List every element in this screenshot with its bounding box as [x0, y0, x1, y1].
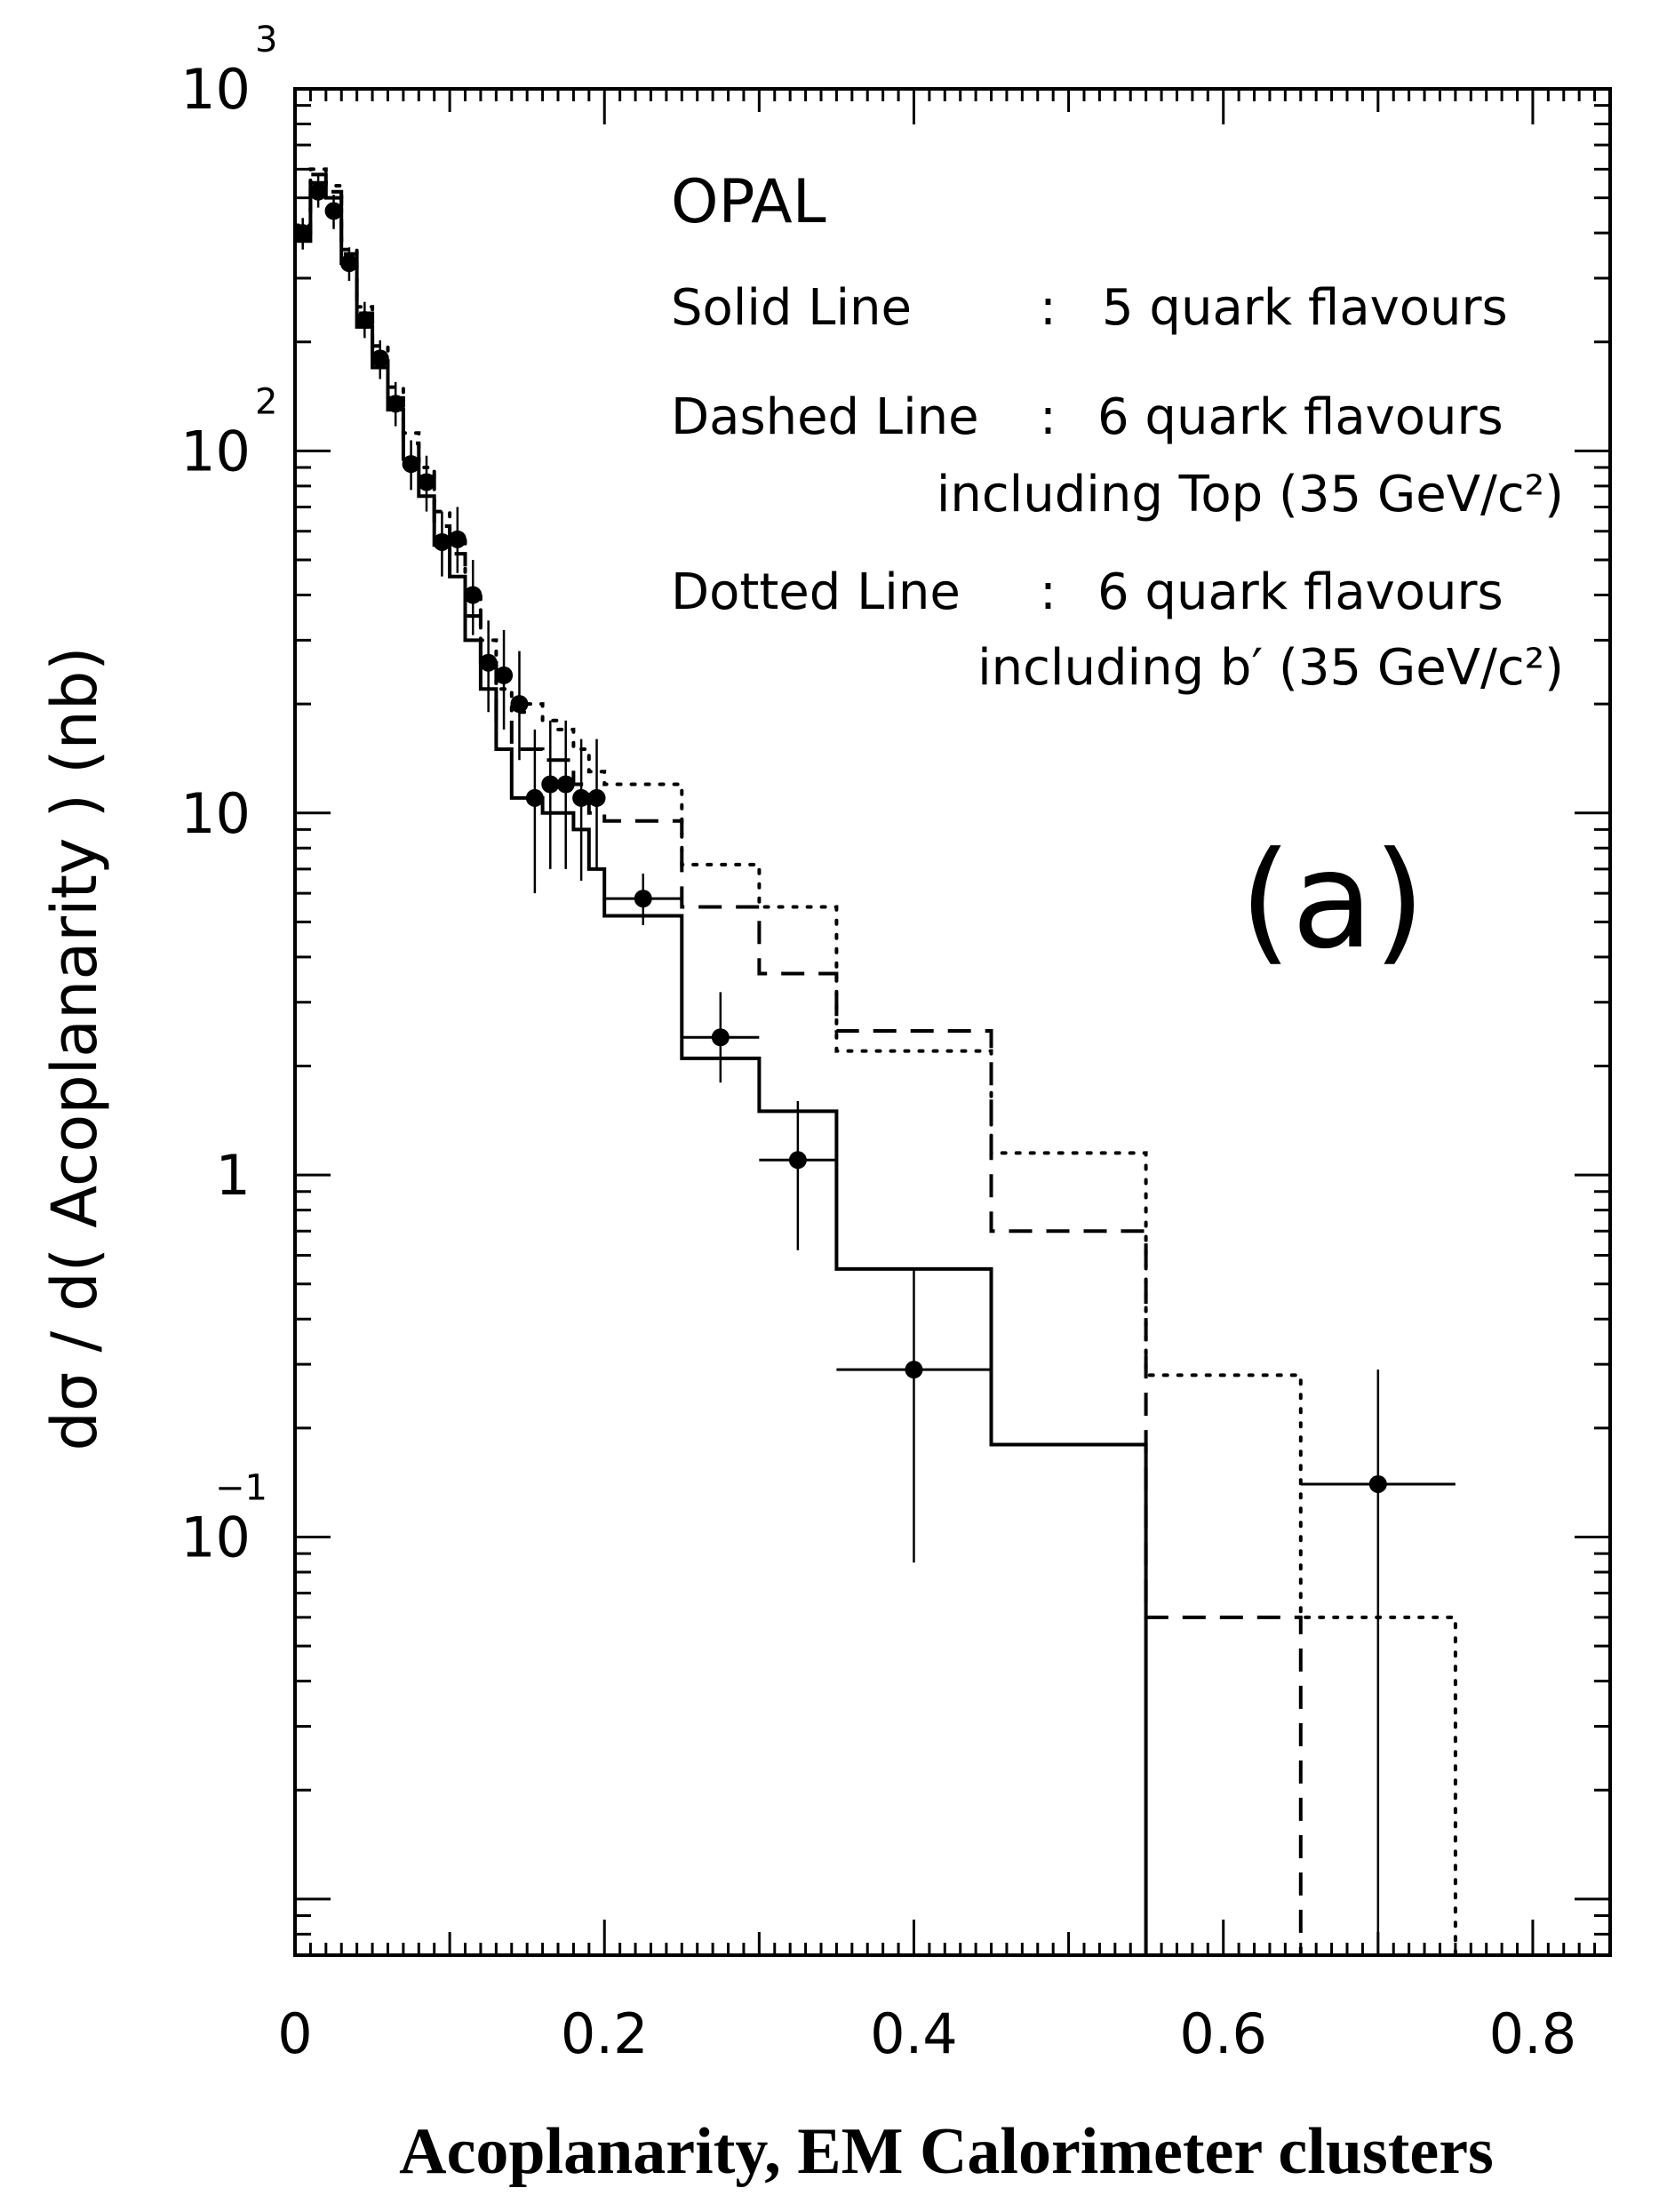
data-point [339, 247, 358, 281]
data-point [556, 720, 575, 869]
x-tick-label: 0.8 [1489, 2001, 1577, 2066]
y-tick-exponent: 2 [255, 381, 277, 422]
legend-key-solid: Solid Line [671, 279, 912, 337]
data-point [510, 651, 529, 761]
data-point [371, 339, 389, 379]
data-point [682, 992, 760, 1083]
legend-sep-dashed: : [1040, 388, 1057, 446]
y-axis-label: dσ / d( Acoplanarity ) (nb) [38, 646, 111, 1450]
data-point [495, 629, 514, 730]
legend-text-dashed: 6 quark flavours [1097, 388, 1503, 446]
data-point [433, 511, 451, 577]
legend-line2-dashed: including Top (35 GeV/c²) [937, 466, 1564, 523]
data-point [759, 1100, 837, 1250]
series-solid [295, 180, 1162, 1957]
y-tick-label: 10 [180, 57, 251, 122]
x-tick-label: 0.2 [561, 2001, 649, 2066]
legend: OPAL Solid Line : 5 quark flavours Dashe… [671, 167, 1564, 697]
y-tick-exponent: −1 [215, 1468, 267, 1509]
data-point [418, 455, 435, 512]
legend-key-dashed: Dashed Line [671, 388, 979, 446]
data-point [448, 507, 467, 573]
x-tick-label: 0.6 [1179, 2001, 1267, 2066]
y-tick-label: 10 [180, 781, 251, 846]
y-tick-exponent: 3 [255, 20, 277, 60]
data-point [479, 620, 498, 713]
data-point [387, 381, 405, 427]
legend-line2-dotted: including b′ (35 GeV/c²) [977, 639, 1564, 697]
data-point [1300, 1370, 1456, 1955]
y-tick-label: 10 [180, 1505, 251, 1570]
data-point [572, 739, 591, 881]
legend-text-dotted: 6 quark flavours [1097, 563, 1503, 621]
data-point [402, 440, 420, 491]
data-point [836, 1268, 992, 1563]
y-tick-label: 1 [216, 1143, 251, 1208]
data-point [355, 301, 374, 339]
plot-frame [293, 87, 1612, 1957]
legend-sep-solid: : [1040, 279, 1057, 337]
data-point [464, 560, 483, 635]
legend-sep-dotted: : [1040, 563, 1057, 621]
data-point [324, 195, 343, 229]
data-point [525, 729, 544, 894]
data-point [541, 720, 560, 869]
y-tick-label: 10 [180, 419, 251, 483]
legend-text-solid: 5 quark flavours [1102, 279, 1508, 337]
panel-label: (a) [1240, 824, 1425, 978]
legend-key-dotted: Dotted Line [671, 563, 961, 621]
data-points-layer [293, 174, 1456, 1955]
data-point [604, 873, 682, 925]
ticks-layer [293, 89, 1612, 1957]
data-point [587, 739, 606, 869]
data-point [309, 174, 328, 208]
x-axis-label: Acoplanarity, EM Calorimeter clusters [399, 2115, 1494, 2188]
x-tick-label: 0 [277, 2001, 312, 2066]
experiment-label: OPAL [671, 167, 826, 237]
x-tick-label: 0.4 [870, 2001, 958, 2066]
